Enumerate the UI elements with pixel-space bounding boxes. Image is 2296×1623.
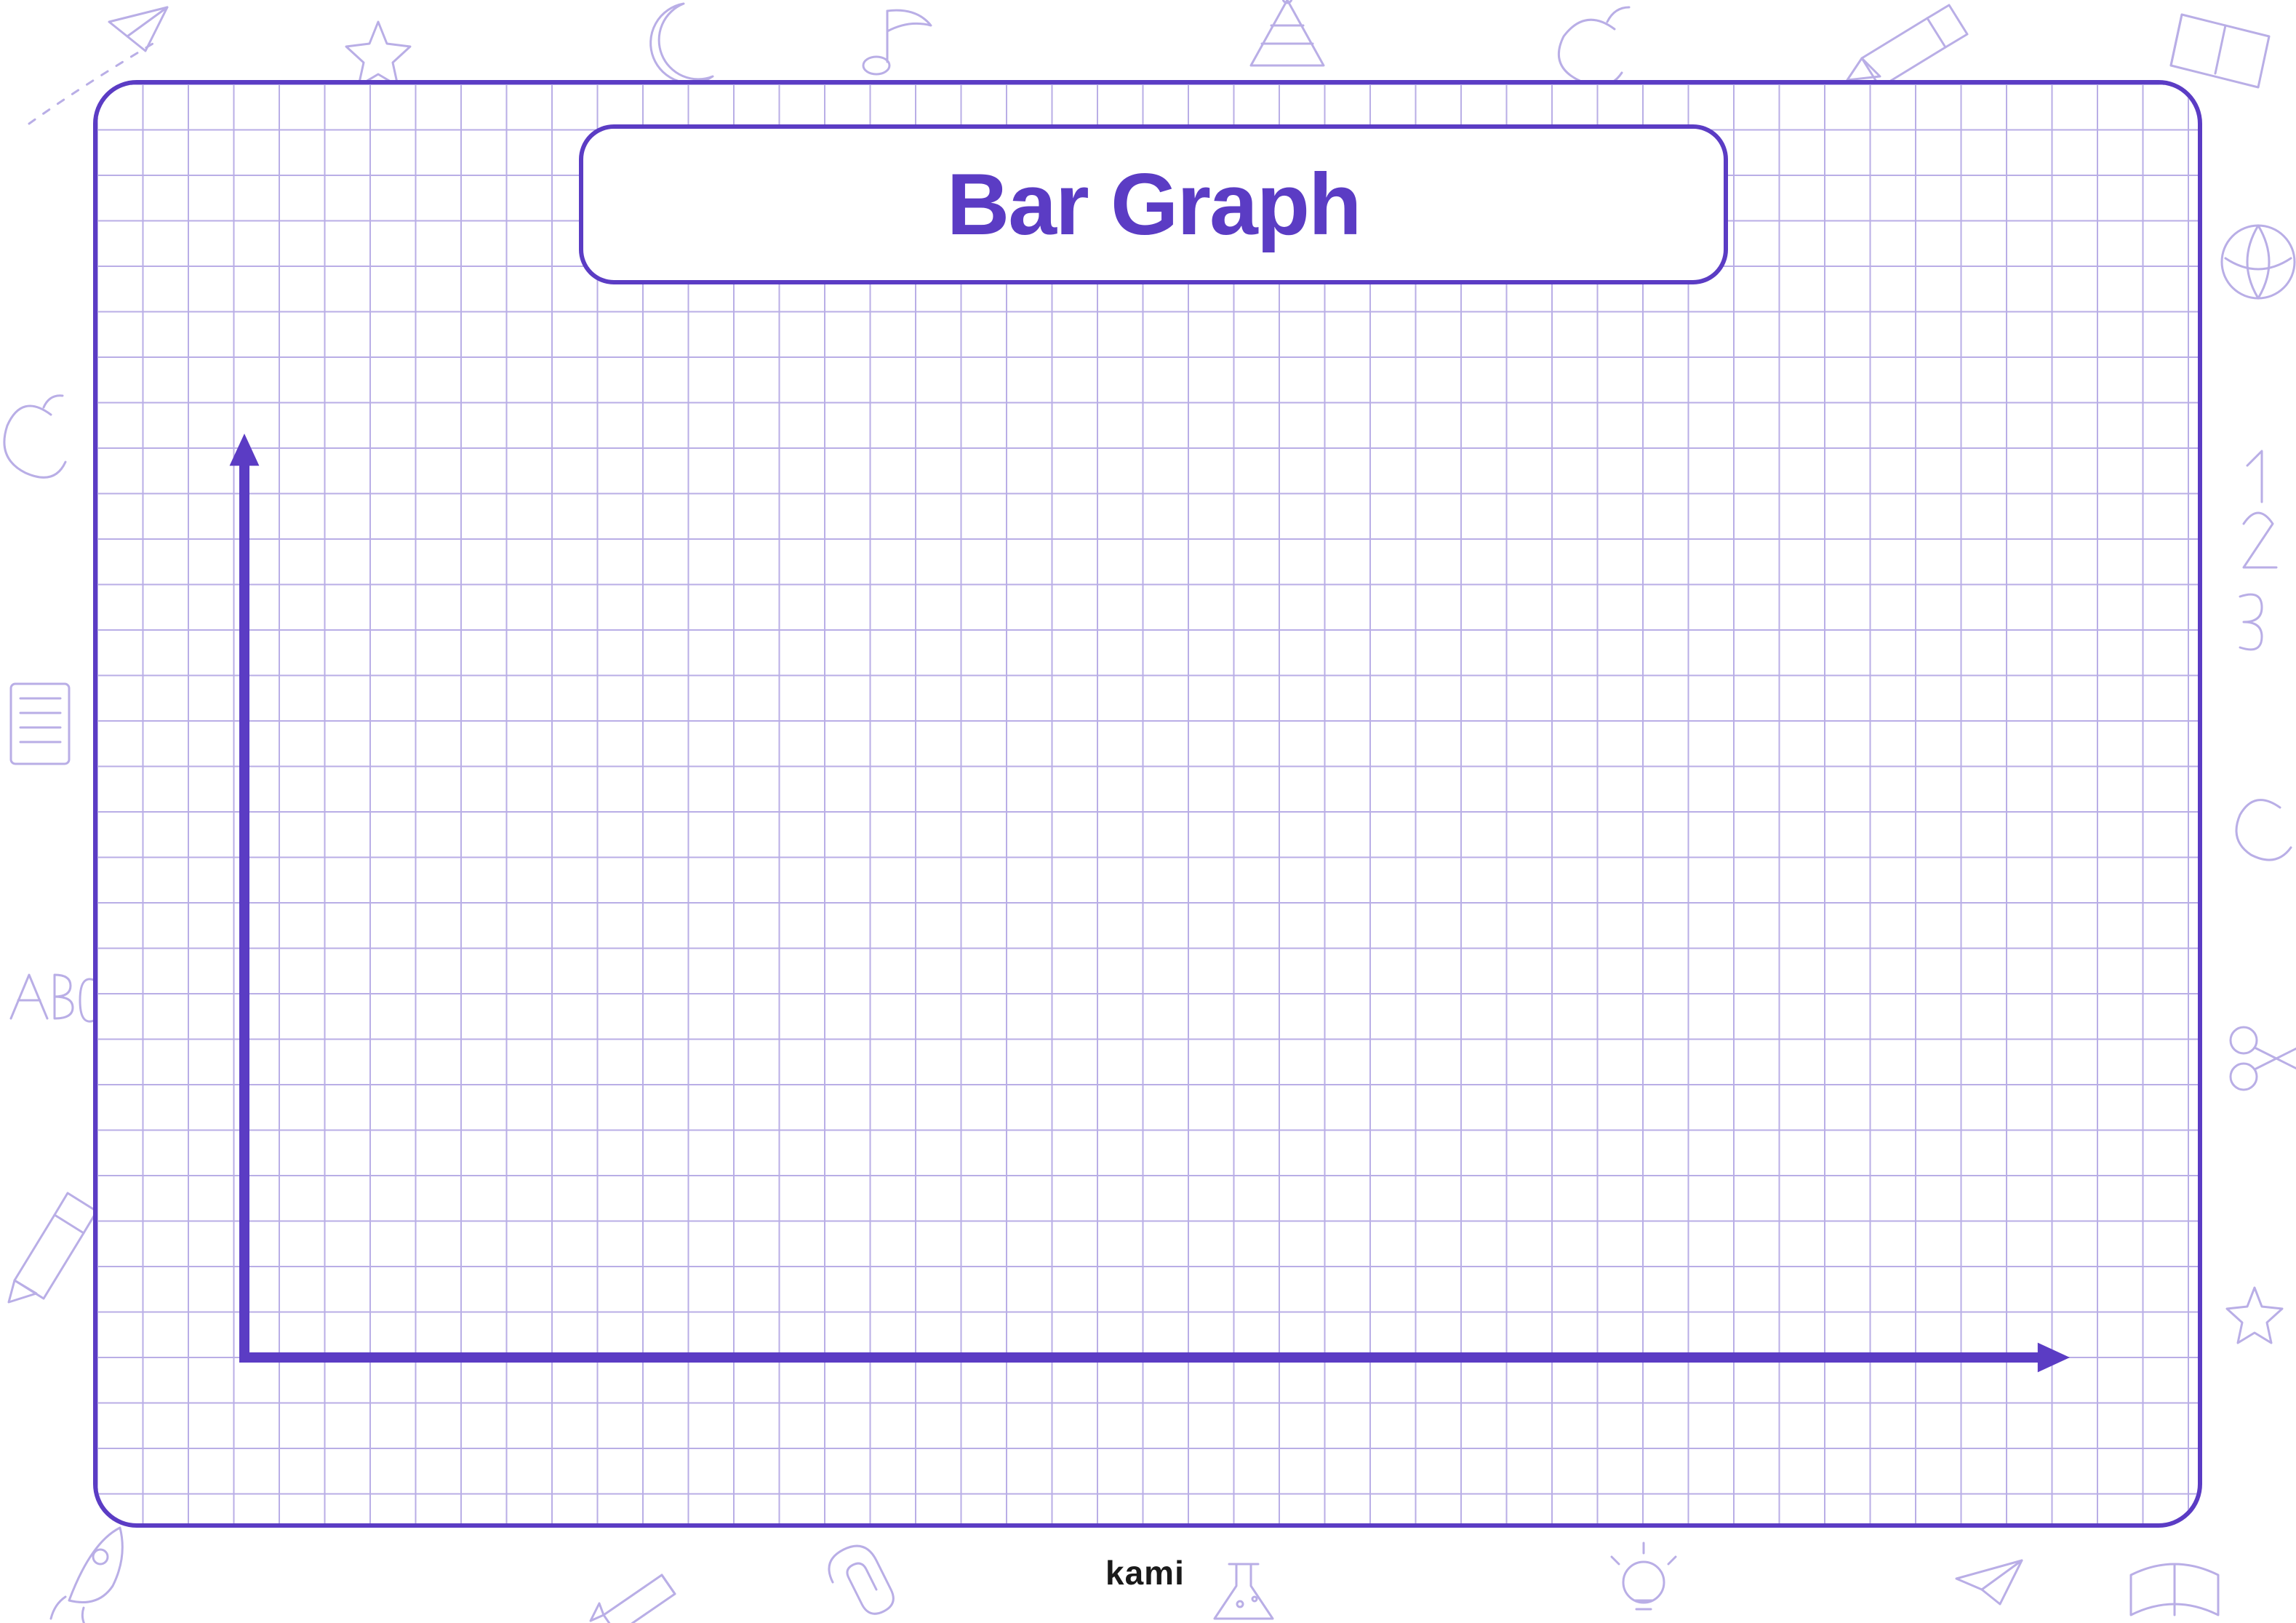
globe-icon <box>2222 226 2295 298</box>
brand-logo: kami <box>1105 1553 1185 1592</box>
party-hat-icon <box>1251 0 1324 65</box>
notebook-icon <box>11 684 69 764</box>
paper-plane-br-icon <box>1956 1560 2022 1604</box>
apple-right-icon <box>2236 800 2291 860</box>
chart-axes <box>97 84 2202 1528</box>
lightbulb-icon <box>1612 1543 1676 1609</box>
grid-card: Bar Graph <box>93 80 2202 1528</box>
abc-icon <box>11 975 98 1021</box>
pencil-bottom-icon <box>591 1575 675 1623</box>
crayon-left-icon <box>9 1193 97 1302</box>
book-icon <box>2171 15 2269 87</box>
open-book-icon <box>2131 1564 2218 1615</box>
paperclip-icon <box>829 1546 893 1614</box>
star-right-icon <box>2227 1288 2282 1343</box>
apple-left-icon <box>4 396 65 478</box>
music-note-icon <box>863 10 931 74</box>
apple-icon <box>1559 7 1629 86</box>
scissors-icon <box>2231 1027 2296 1090</box>
rocket-icon <box>51 1528 122 1623</box>
flask-icon <box>1215 1564 1273 1619</box>
worksheet-page: Bar Graph kami <box>0 0 2296 1623</box>
star-icon <box>346 22 410 86</box>
numbers-123-icon <box>2240 451 2276 650</box>
moon-icon <box>651 4 713 83</box>
crayon-icon <box>1847 5 1967 87</box>
